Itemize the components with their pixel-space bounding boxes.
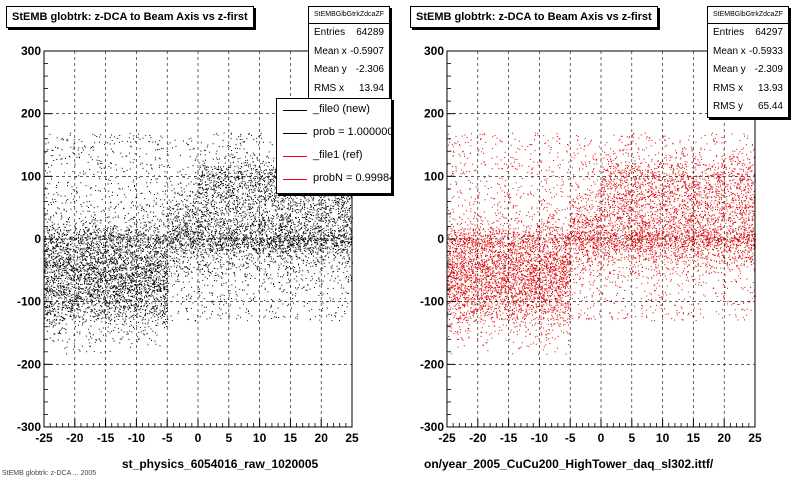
y-tick-label: -300 [17,420,41,434]
legend-entry-file1: _file1 (ref) [277,145,391,168]
y-tick-label: 300 [424,44,444,58]
plot-panel-1: -25 -20 -15 -10 -5 0 5 10 15 20 25 -300 -200 -100 0 100… [420,44,762,445]
left-x-axis-label: st_physics_6054016_raw_1020005 [122,457,319,471]
x-tick-label: -5 [162,431,173,445]
x-tick-label: 20 [718,431,732,445]
right-stats-row: RMS y 65.44 [713,101,783,112]
y-tick-label: -100 [420,295,444,309]
left-stats-box: StEMBGlbGtrkZdcaZF Entries 64289 Mean x -0… [308,6,390,99]
left-plot-title: StEMB globtrk: z-DCA to Beam Axis vs z-f… [6,6,254,28]
y-tick-label: 100 [21,169,41,183]
right-stats-row: Mean y -2.309 [713,64,783,75]
y-tick-label: 200 [424,107,444,121]
x-tick-label: 5 [225,431,232,445]
x-tick-label: -10 [128,431,146,445]
y-tick-label: 300 [21,44,41,58]
left-stats-row: Entries 64289 [314,27,384,38]
y-tick-label: -200 [420,357,444,371]
left-stats-row: RMS x 13.94 [314,82,384,94]
right-stats-row: RMS x 13.93 [713,82,783,94]
legend-entry-prob: prob = 1.000000 [277,122,391,145]
x-tick-label: -20 [66,431,84,445]
x-tick-label: -25 [438,431,456,445]
left-legend: _file0 (new) prob = 1.000000 _file1 (ref… [276,98,392,194]
legend-line-icon [283,133,307,134]
x-tick-label: 20 [315,431,329,445]
x-tick-label: 15 [284,431,298,445]
y-tick-label: 200 [21,107,41,121]
legend-entry-probn: probN = 0.999840 [277,168,391,191]
x-tick-label: -15 [97,431,115,445]
x-tick-label: 25 [345,431,359,445]
right-stats-header: StEMBGlbGtrkZdcaZF [708,7,788,24]
x-tick-label: 5 [628,431,635,445]
left-stats-row: Mean x -0.5907 [314,45,384,57]
y-tick-label: 0 [437,232,444,246]
right-x-axis-label: on/year_2005_CuCu200_HighTower_daq_sl302… [424,457,714,471]
x-tick-label: -25 [35,431,53,445]
legend-line-icon [283,179,307,180]
left-stats-row: Mean y -2.306 [314,64,384,75]
x-tick-label: -10 [531,431,549,445]
x-tick-label: -20 [469,431,487,445]
x-tick-label: 0 [195,431,202,445]
x-tick-label: 15 [687,431,701,445]
x-tick-label: 10 [656,431,670,445]
right-stats-box: StEMBGlbGtrkZdcaZF Entries 64297 Mean x -0… [707,6,789,118]
right-plot-title: StEMB globtrk: z-DCA to Beam Axis vs z-f… [410,6,658,28]
x-tick-label: -15 [500,431,518,445]
right-stats-row: Mean x -0.5933 [713,45,783,57]
x-tick-label: 10 [253,431,267,445]
y-tick-label: 100 [424,169,444,183]
x-tick-label: 25 [748,431,762,445]
y-tick-label: 0 [34,232,41,246]
footnote: StEMB globtrk: z-DCA ... 2005 [2,470,97,477]
legend-line-icon [283,156,307,157]
y-tick-label: -100 [17,295,41,309]
x-tick-label: 0 [598,431,605,445]
legend-line-icon [283,110,307,111]
legend-entry-file0: _file0 (new) [277,99,391,122]
y-tick-label: -200 [17,357,41,371]
y-tick-label: -300 [420,420,444,434]
left-stats-header: StEMBGlbGtrkZdcaZF [309,7,389,24]
x-tick-label: -5 [565,431,576,445]
right-stats-row: Entries 64297 [713,27,783,38]
